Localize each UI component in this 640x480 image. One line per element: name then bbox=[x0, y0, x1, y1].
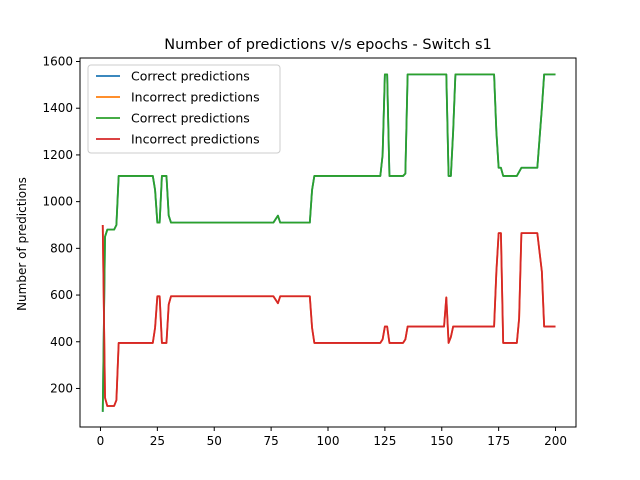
series-line-4 bbox=[101, 224, 556, 407]
y-tick-label: 200 bbox=[50, 381, 73, 395]
legend-label: Incorrect predictions bbox=[131, 90, 260, 105]
axes: 0 25 50 75 100 125 150 175 200 200 400 600 800 1000 12… bbox=[42, 55, 577, 448]
legend-box bbox=[87, 64, 281, 154]
legend-label: Correct predictions bbox=[131, 69, 250, 84]
y-tick-label: 400 bbox=[50, 335, 73, 349]
y-tick-label: 600 bbox=[50, 288, 73, 302]
x-tick-label: 175 bbox=[487, 434, 510, 448]
x-tick-label: 25 bbox=[150, 434, 165, 448]
x-tick-label: 200 bbox=[544, 434, 567, 448]
y-tick-label: 1000 bbox=[42, 195, 73, 209]
x-tick-label: 75 bbox=[263, 434, 278, 448]
y-tick-label: 1400 bbox=[42, 101, 73, 115]
x-tick-label: 100 bbox=[317, 434, 340, 448]
y-tick-label: 800 bbox=[50, 241, 73, 255]
y-tick-label: 1200 bbox=[42, 148, 73, 162]
x-tick-label: 150 bbox=[430, 434, 453, 448]
x-tick-label: 125 bbox=[373, 434, 396, 448]
plot-lines bbox=[101, 73, 556, 412]
series-line-3 bbox=[101, 73, 556, 412]
legend-label: Correct predictions bbox=[131, 111, 250, 126]
series-line-2 bbox=[101, 224, 556, 407]
y-axis-label: Number of predictions bbox=[15, 177, 29, 311]
legend: Correct predictions Incorrect predictions… bbox=[87, 64, 281, 154]
y-tick-label: 1600 bbox=[42, 55, 73, 69]
x-tick-label: 50 bbox=[207, 434, 222, 448]
legend-label: Incorrect predictions bbox=[131, 132, 260, 147]
chart-title: Number of predictions v/s epochs - Switc… bbox=[164, 37, 491, 53]
x-tick-label: 0 bbox=[97, 434, 105, 448]
